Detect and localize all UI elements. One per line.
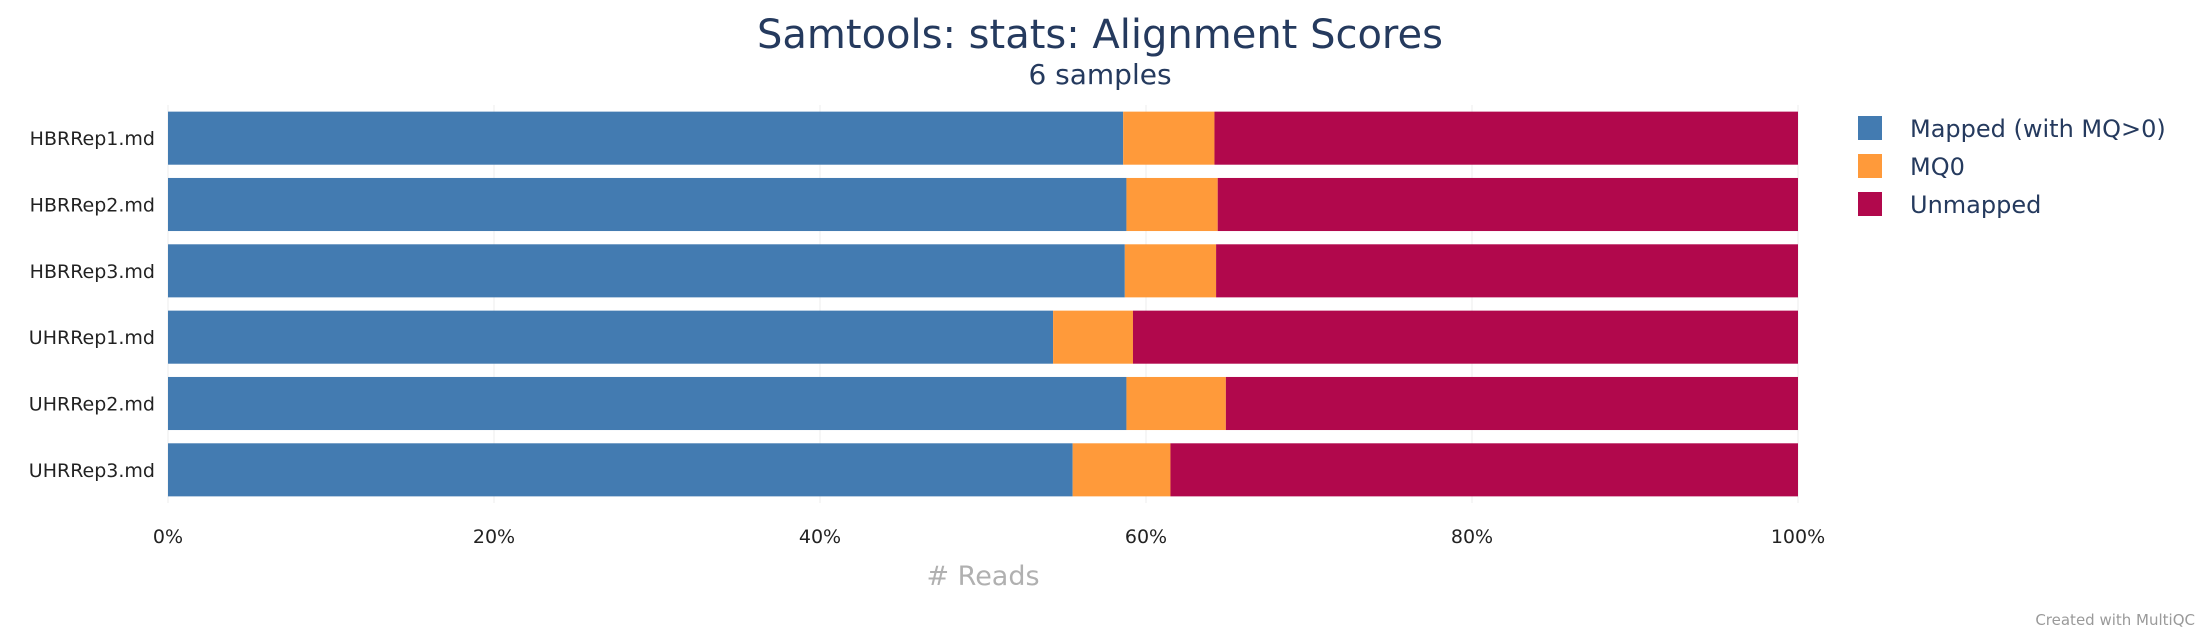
legend-swatch bbox=[1858, 192, 1882, 216]
chart-title: Samtools: stats: Alignment Scores bbox=[757, 12, 1443, 58]
legend-item[interactable]: MQ0 bbox=[1858, 153, 1965, 181]
bar-segment[interactable] bbox=[168, 244, 1125, 298]
multiqc-credit: Created with MultiQC bbox=[2035, 611, 2195, 629]
x-tick-label: 100% bbox=[1771, 526, 1825, 548]
y-tick-label: HBRRep3.md bbox=[30, 261, 155, 283]
bar-segment[interactable] bbox=[1217, 177, 1798, 232]
bar-segment[interactable] bbox=[1123, 111, 1215, 165]
x-axis-title: # Reads bbox=[926, 561, 1039, 592]
bar-segment[interactable] bbox=[168, 310, 1054, 364]
bar-segment[interactable] bbox=[168, 376, 1127, 431]
x-tick-label: 20% bbox=[473, 526, 515, 548]
bar-segment[interactable] bbox=[1126, 376, 1226, 431]
bar-segment[interactable] bbox=[1053, 310, 1133, 364]
bar-segment[interactable] bbox=[168, 111, 1124, 165]
legend-label: Mapped (with MQ>0) bbox=[1910, 115, 2166, 143]
legend-item[interactable]: Unmapped bbox=[1858, 191, 2041, 219]
bar-segment[interactable] bbox=[1225, 376, 1798, 431]
y-axis-labels: HBRRep1.md HBRRep2.md HBRRep3.md UHRRep1.md… bbox=[29, 128, 155, 482]
bar-segment[interactable] bbox=[1216, 244, 1798, 298]
gridlines bbox=[167, 105, 1799, 503]
y-tick-label: HBRRep2.md bbox=[30, 195, 155, 217]
bar-segment[interactable] bbox=[1126, 177, 1218, 232]
y-tick-label: UHRRep2.md bbox=[29, 394, 155, 416]
x-tick-label: 80% bbox=[1451, 526, 1493, 548]
bar-segment[interactable] bbox=[1124, 244, 1217, 298]
chart-subtitle: 6 samples bbox=[1028, 58, 1171, 91]
x-tick-label: 0% bbox=[153, 526, 183, 548]
y-tick-label: UHRRep1.md bbox=[29, 327, 155, 349]
legend: Mapped (with MQ>0) MQ0 Unmapped bbox=[1858, 115, 2166, 219]
bar-segment[interactable] bbox=[1214, 111, 1798, 165]
legend-label: MQ0 bbox=[1910, 153, 1965, 181]
legend-swatch bbox=[1858, 154, 1882, 178]
bar-segment[interactable] bbox=[168, 443, 1073, 497]
bar-segment[interactable] bbox=[1072, 443, 1171, 497]
bar-segment[interactable] bbox=[1170, 443, 1798, 497]
x-axis-labels: 0% 20% 40% 60% 80% 100% bbox=[153, 526, 1825, 548]
bar-segment[interactable] bbox=[168, 177, 1127, 232]
y-tick-label: HBRRep1.md bbox=[30, 128, 155, 150]
bars bbox=[168, 111, 1798, 497]
x-tick-label: 60% bbox=[1125, 526, 1167, 548]
legend-swatch bbox=[1858, 116, 1882, 140]
legend-item[interactable]: Mapped (with MQ>0) bbox=[1858, 115, 2166, 143]
y-tick-label: UHRRep3.md bbox=[29, 460, 155, 482]
x-tick-label: 40% bbox=[799, 526, 841, 548]
bar-segment[interactable] bbox=[1132, 310, 1798, 364]
legend-label: Unmapped bbox=[1910, 191, 2041, 219]
